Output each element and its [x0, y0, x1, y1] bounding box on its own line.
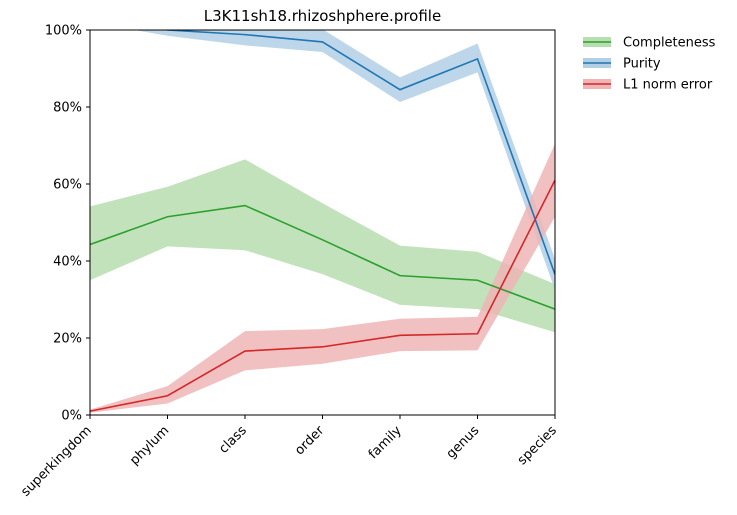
band-completeness: [90, 159, 555, 333]
y-tick-label: 80%: [53, 101, 82, 116]
y-tick-label: 20%: [53, 332, 82, 347]
y-tick-label: 40%: [53, 255, 82, 270]
x-tick-label: order: [292, 423, 328, 459]
y-tick-label: 0%: [61, 409, 82, 424]
legend-label: Completeness: [623, 36, 716, 51]
x-tick-label: family: [366, 423, 405, 462]
series-lines: [90, 30, 555, 412]
confidence-bands: [90, 30, 555, 413]
y-tick-label: 60%: [53, 178, 82, 193]
legend-label: Purity: [623, 57, 661, 72]
series-line-purity: [164, 30, 555, 275]
legend: Completeness Purity L1 norm error: [583, 36, 716, 93]
y-tick-label: 100%: [45, 24, 82, 39]
x-tick-label: phylum: [127, 423, 172, 468]
series-line-l1-norm-error: [90, 179, 555, 412]
x-axis: superkingdom phylum class order family genus s…: [18, 415, 560, 500]
band-l1-norm-error: [90, 143, 555, 413]
series-line-completeness: [90, 204, 555, 310]
x-tick-label: species: [515, 423, 560, 468]
chart-title: L3K11sh18.rhizoshphere.profile: [204, 7, 441, 25]
y-axis: 0% 20% 40% 60% 80% 100%: [45, 24, 90, 424]
x-tick-label: genus: [444, 423, 483, 462]
x-tick-label: class: [216, 423, 250, 457]
x-tick-label: superkingdom: [18, 423, 94, 499]
legend-label: L1 norm error: [623, 78, 713, 93]
